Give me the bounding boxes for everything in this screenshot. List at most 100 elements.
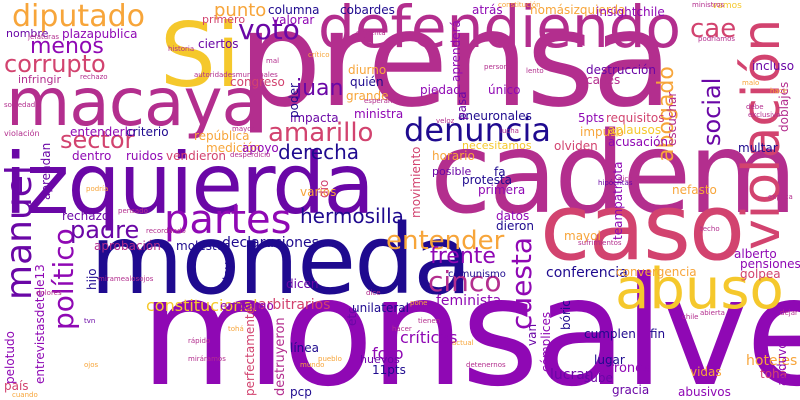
word-chile: chile bbox=[682, 313, 699, 321]
word-piedad: piedad bbox=[420, 83, 461, 97]
word-vidas: vidas bbox=[690, 365, 722, 379]
word-unilateral: unilateral bbox=[352, 301, 409, 315]
word-miramealosojos: miramealosojos bbox=[98, 275, 154, 283]
word-aneuronales: aneuronales bbox=[458, 109, 532, 123]
word-mayol: mayol bbox=[564, 229, 601, 243]
word-posible: posible bbox=[432, 165, 472, 178]
word-criticas: críticas bbox=[400, 328, 458, 347]
word-acusacion: acusación bbox=[608, 135, 669, 149]
word-sociedad: sociedad bbox=[4, 101, 36, 109]
word-pts5: 5pts bbox=[578, 111, 605, 125]
word-republica: república bbox=[194, 129, 250, 143]
word-ministra: ministra bbox=[354, 107, 404, 121]
word-voto: voto bbox=[238, 13, 300, 46]
word-actual: actual bbox=[452, 339, 474, 347]
word-pone: pone bbox=[410, 299, 428, 307]
word-multar: multar bbox=[738, 141, 778, 155]
word-izquierda: izquierda bbox=[4, 135, 375, 233]
word-movimiento: movimiento bbox=[409, 146, 423, 218]
word-gracia: gracia bbox=[612, 383, 650, 397]
word-prensa: prensa bbox=[238, 0, 673, 137]
word-macaya: macaya bbox=[6, 64, 262, 141]
word-declaraciones: declaraciones bbox=[222, 235, 319, 251]
word-miraramos: miráramos bbox=[188, 355, 226, 363]
word-pueblo: pueblo bbox=[318, 355, 342, 363]
word-primero: primero bbox=[202, 13, 246, 26]
word-derecha: derecha bbox=[278, 140, 360, 164]
word-calles: calles bbox=[586, 73, 621, 87]
word-varios: varios bbox=[300, 185, 337, 199]
word-partes: partes bbox=[164, 197, 292, 243]
word-violacion-small: violación bbox=[4, 129, 40, 138]
word-insightchile: insightchile bbox=[596, 5, 665, 19]
word-requisitos: requisitos bbox=[606, 111, 665, 125]
word-nombre: nombre bbox=[6, 27, 49, 40]
word-congreso: congreso bbox=[230, 75, 285, 89]
word-foto: foto bbox=[372, 344, 404, 363]
word-aprobacion: aprobación bbox=[94, 239, 161, 253]
word-ministros: ministros bbox=[692, 1, 725, 9]
word-complices: cómplices bbox=[539, 311, 553, 372]
word-punto: punto bbox=[214, 0, 267, 21]
word-persona: persona bbox=[484, 63, 513, 71]
word-violacion: violación bbox=[732, 18, 792, 250]
word-destruccion: destrucción bbox=[586, 63, 656, 77]
word-cadem: cadem bbox=[430, 109, 797, 239]
word-abuso: abuso bbox=[615, 257, 784, 322]
word-autoridadesmunicipales: autoridadesmunicipales bbox=[194, 71, 278, 79]
word-menos: menos bbox=[30, 34, 104, 59]
word-corrupto: corrupto bbox=[4, 50, 106, 78]
word-aprendera: aprenderá bbox=[449, 20, 463, 82]
word-criterio: criterio bbox=[126, 125, 169, 139]
word-cuando: cuando bbox=[12, 391, 38, 399]
word-constitucional: constitucional bbox=[146, 296, 258, 315]
word-protesta: protesta bbox=[462, 173, 513, 187]
word-entender: entender bbox=[386, 226, 505, 256]
word-podria: podría bbox=[86, 185, 109, 193]
word-nefasto: nefasto bbox=[672, 183, 717, 197]
word-cobardes: cobardes bbox=[340, 3, 395, 17]
word-desperdicio: desperdicio bbox=[230, 151, 271, 159]
word-esperando: esperando bbox=[364, 97, 402, 105]
word-veloz: veloz bbox=[436, 117, 455, 125]
word-ojos: ojos bbox=[84, 361, 99, 369]
word-zorrones: zorrones bbox=[594, 361, 650, 376]
word-mayor: mayor bbox=[232, 125, 255, 133]
word-padre: padre bbox=[70, 216, 140, 244]
word-unico: único bbox=[488, 83, 521, 97]
word-fin: fin bbox=[650, 327, 666, 341]
word-poder: poder bbox=[287, 83, 301, 118]
word-detenernos: detenernos bbox=[466, 361, 506, 369]
word-impuso: impuso bbox=[580, 125, 624, 139]
word-arbitrarios: arbitrarios bbox=[258, 297, 331, 313]
word-frente: frente bbox=[430, 244, 496, 269]
word-lucha: lucha bbox=[500, 127, 519, 135]
word-dio: dio bbox=[317, 179, 331, 198]
word-pts11: 11pts bbox=[372, 363, 406, 377]
word-denuncia: denuncia bbox=[404, 111, 551, 149]
word-linea: línea bbox=[290, 341, 320, 355]
word-feminista: feminista bbox=[436, 293, 502, 309]
word-enfrenta: enfrenta bbox=[356, 29, 386, 37]
word-vendieron: vendieron bbox=[166, 149, 227, 163]
word-abierta: abierta bbox=[700, 309, 725, 317]
word-entrevistasdetele13: entrevistasdetele13 bbox=[33, 264, 47, 384]
word-nomasizquierda: nomásizquierda bbox=[530, 3, 626, 17]
word-comunismo: comunismo bbox=[448, 269, 506, 280]
word-aprendan: aprendan bbox=[39, 142, 53, 200]
word-grande: grande bbox=[346, 89, 389, 103]
word-rechazo: rechazo bbox=[62, 209, 110, 223]
word-cumplen: cumplen bbox=[584, 327, 636, 341]
word-cuesta: cuesta bbox=[505, 236, 538, 330]
word-golpea: golpea bbox=[740, 267, 781, 281]
word-boric: bóric bbox=[559, 300, 573, 330]
word-nicolas: nicolás bbox=[618, 175, 643, 183]
word-dejar: dejar bbox=[780, 309, 798, 317]
word-exclusivo: exclusivo bbox=[748, 111, 781, 119]
word-hace: hace bbox=[770, 87, 787, 95]
word-toha-small: tohá bbox=[228, 325, 244, 333]
word-sube: sube bbox=[584, 371, 613, 385]
word-constitucion: constitución bbox=[498, 1, 541, 9]
word-ruidos: ruidos bbox=[126, 149, 164, 163]
